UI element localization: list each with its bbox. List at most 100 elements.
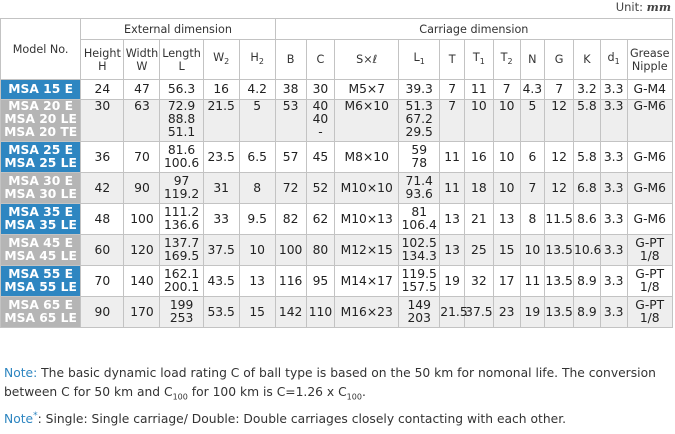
- cell-height: 70: [80, 265, 125, 297]
- cell-d1: 3.3: [599, 141, 628, 173]
- cell-w2: 53.5: [202, 296, 240, 328]
- cell-b: 53: [274, 99, 307, 142]
- cell-h2: 6.5: [238, 141, 276, 173]
- header-c: C: [305, 39, 336, 80]
- header-t1: T1: [463, 39, 494, 80]
- cell-g: 13.5: [544, 296, 574, 328]
- cell-grease-nipple: G-M4: [626, 79, 673, 100]
- cell-d1: 3.3: [599, 79, 628, 100]
- cell-width: 47: [123, 79, 161, 100]
- cell-c: 80: [305, 234, 336, 266]
- cell-length: 111.2 136.6: [159, 203, 204, 235]
- note-label: Note: [4, 412, 34, 427]
- cell-b: 57: [274, 141, 307, 173]
- cell-length: 97 119.2: [159, 172, 204, 204]
- model-no: MSA 65 E MSA 65 LE: [0, 296, 82, 328]
- cell-t2: 17: [492, 265, 521, 297]
- cell-k: 5.8: [573, 99, 601, 142]
- header-width: Width W: [123, 39, 161, 80]
- cell-c: 95: [305, 265, 336, 297]
- cell-w2: 23.5: [202, 141, 240, 173]
- unit-value: mm: [646, 0, 671, 14]
- header-k: K: [573, 39, 601, 80]
- table-row: MSA 15 E 24 47 56.3 16 4.2 38 30 M5×7 39.3 7 11 7 4.3…: [0, 79, 673, 100]
- cell-d1: 3.3: [599, 265, 628, 297]
- note-dynamic-load: Note: The basic dynamic load rating C of…: [4, 366, 656, 402]
- cell-w2: 43.5: [202, 265, 240, 297]
- cell-sl: M14×17: [334, 265, 400, 297]
- cell-d1: 3.3: [599, 234, 628, 266]
- header-d1: d1: [599, 39, 628, 80]
- cell-h2: 15: [238, 296, 276, 328]
- cell-t2: 15: [492, 234, 521, 266]
- cell-n: 10: [519, 234, 546, 266]
- cell-width: 120: [123, 234, 161, 266]
- cell-t: 11: [439, 172, 465, 204]
- cell-height: 90: [80, 296, 125, 328]
- cell-k: 8.9: [573, 296, 601, 328]
- cell-grease-nipple: G-PT 1/8: [626, 234, 673, 266]
- cell-g: 12: [544, 99, 574, 142]
- cell-b: 38: [274, 79, 307, 100]
- cell-sl: M12×15: [334, 234, 400, 266]
- cell-width: 140: [123, 265, 161, 297]
- model-no: MSA 35 E MSA 35 LE: [0, 203, 82, 235]
- model-no: MSA 25 E MSA 25 LE: [0, 141, 82, 173]
- cell-g: 11.5: [544, 203, 574, 235]
- cell-k: 10.6: [573, 234, 601, 266]
- note-carriage: Note*: Single: Single carriage/ Double: …: [4, 411, 567, 427]
- table-row: MSA 55 E MSA 55 LE 70 140 162.1 200.1 43.5 13 11…: [0, 265, 673, 297]
- cell-d1: 3.3: [599, 296, 628, 328]
- cell-l1: 81 106.4: [398, 203, 441, 235]
- model-no: MSA 45 E MSA 45 LE: [0, 234, 82, 266]
- cell-g: 13.5: [544, 265, 574, 297]
- header-l1: L1: [398, 39, 441, 80]
- cell-l1: 119.5 157.5: [398, 265, 441, 297]
- model-no: MSA 20 E MSA 20 LE MSA 20 TE: [0, 99, 82, 142]
- cell-n: 19: [519, 296, 546, 328]
- header-sl: S×ℓ: [334, 39, 400, 80]
- cell-k: 6.8: [573, 172, 601, 204]
- cell-n: 4.3: [519, 79, 546, 100]
- cell-length: 72.9 88.8 51.1: [159, 99, 204, 142]
- cell-n: 7: [519, 172, 546, 204]
- cell-k: 8.6: [573, 203, 601, 235]
- cell-n: 6: [519, 141, 546, 173]
- cell-h2: 4.2: [238, 79, 276, 100]
- cell-c: 40 40-: [305, 99, 336, 142]
- cell-grease-nipple: G-PT 1/8: [626, 296, 673, 328]
- cell-l1: 149 203: [398, 296, 441, 328]
- cell-w2: 37.5: [202, 234, 240, 266]
- header-t: T: [439, 39, 465, 80]
- table-row: MSA 45 E MSA 45 LE 60 120 137.7 169.5 37.5 10 10…: [0, 234, 673, 266]
- cell-height: 60: [80, 234, 125, 266]
- cell-l1: 71.4 93.6: [398, 172, 441, 204]
- cell-width: 170: [123, 296, 161, 328]
- cell-b: 100: [274, 234, 307, 266]
- cell-l1: 51.3 67.2 29.5: [398, 99, 441, 142]
- cell-grease-nipple: G-PT 1/8: [626, 265, 673, 297]
- cell-d1: 3.3: [599, 203, 628, 235]
- header-carriage-dimension: Carriage dimension: [274, 18, 674, 40]
- cell-width: 90: [123, 172, 161, 204]
- table-row: MSA 30 E MSA 30 LE 42 90 97 119.2 31 8 72 52 M10×1…: [0, 172, 673, 204]
- model-no: MSA 55 E MSA 55 LE: [0, 265, 82, 297]
- header-external-dimension: External dimension: [80, 18, 276, 40]
- cell-height: 48: [80, 203, 125, 235]
- cell-n: 8: [519, 203, 546, 235]
- cell-t: 13: [439, 234, 465, 266]
- cell-c: 30: [305, 79, 336, 100]
- cell-height: 30: [80, 99, 125, 142]
- cell-t: 19: [439, 265, 465, 297]
- cell-b: 142: [274, 296, 307, 328]
- dimension-table: Model No. External dimension Carriage di…: [0, 18, 674, 328]
- cell-length: 56.3: [159, 79, 204, 100]
- cell-length: 81.6 100.6: [159, 141, 204, 173]
- cell-k: 3.2: [573, 79, 601, 100]
- cell-w2: 31: [202, 172, 240, 204]
- table-row: MSA 65 E MSA 65 LE 90 170 199 253 53.5 15 142 110…: [0, 296, 673, 328]
- cell-t2: 10: [492, 99, 521, 142]
- header-model: Model No.: [0, 18, 82, 80]
- model-no: MSA 15 E: [0, 79, 82, 100]
- cell-w2: 21.5: [202, 99, 240, 142]
